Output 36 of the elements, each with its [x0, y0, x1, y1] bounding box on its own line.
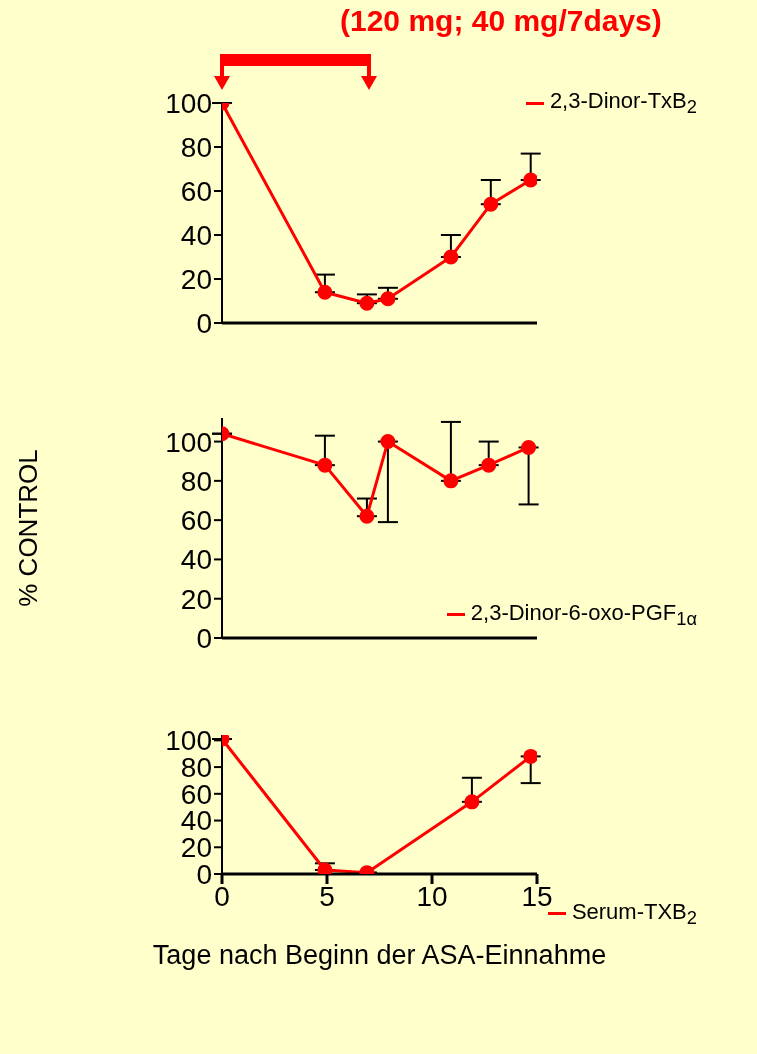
y-tick-label: 80 [180, 131, 212, 163]
point [359, 508, 375, 524]
point [523, 172, 537, 188]
chart-title: (120 mg; 40 mg/7days) [340, 4, 662, 38]
legend-label: 2,3-Dinor-6-oxo-PGF$_{1α}$ [470, 599, 697, 630]
point [317, 284, 333, 300]
y-tick-label: 100 [165, 426, 212, 458]
legend-label: 2,3-Dinor-TxB$_{2}$ [549, 88, 697, 119]
y-tick-label: 80 [180, 465, 212, 497]
y-tick-label: 100 [165, 87, 212, 119]
x-tick-label: 10 [416, 880, 448, 912]
legend-label: Serum-TXB$_{2}$ [571, 898, 697, 929]
y-tick-label: 40 [180, 219, 212, 251]
y-tick-label: 60 [180, 175, 212, 207]
y-tick-label: 0 [196, 622, 212, 654]
x-axis-title: Tage nach Beginn der ASA-Einnahme [152, 940, 607, 970]
point [317, 457, 333, 473]
point [443, 473, 459, 489]
point [359, 295, 375, 311]
y-axis-title: % CONTROL [13, 449, 44, 607]
y-tick-label: 20 [180, 583, 212, 615]
point [464, 794, 480, 810]
point [483, 196, 499, 212]
point [317, 862, 333, 874]
x-tick-label: 5 [319, 880, 335, 912]
y-tick-label: 20 [180, 263, 212, 295]
point [521, 439, 537, 455]
point [380, 434, 396, 450]
point [523, 748, 537, 764]
point [481, 457, 497, 473]
point [443, 249, 459, 265]
point [380, 291, 396, 307]
y-tick-label: 0 [196, 307, 212, 339]
y-tick-label: 40 [180, 544, 212, 576]
x-tick-label: 15 [521, 880, 553, 912]
y-tick-label: 60 [180, 505, 212, 537]
